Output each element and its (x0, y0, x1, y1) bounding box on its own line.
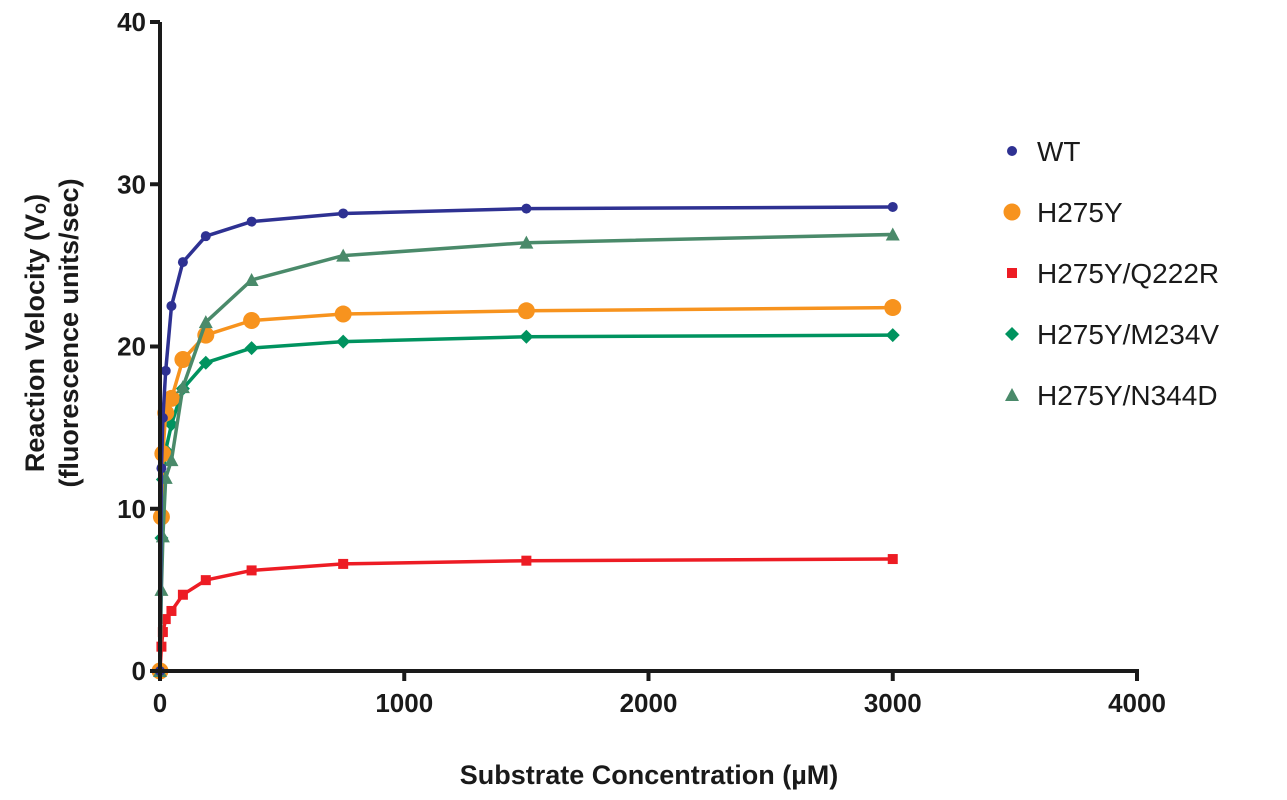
legend-marker-h275y-n344d (1005, 388, 1019, 401)
legend-item-h275y-m234v: H275Y/M234V (1005, 319, 1219, 350)
legend-marker-h275y (1003, 203, 1021, 221)
legend-label-h275y-q222r: H275Y/Q222R (1037, 258, 1219, 289)
data-point-h275y-n344d (519, 235, 534, 249)
legend-marker-h275y-q222r (1007, 268, 1017, 278)
legend-item-h275y-n344d: H275Y/N344D (1005, 380, 1218, 411)
legend-item-h275y: H275Y (1003, 197, 1123, 228)
y-tick-label: 40 (117, 7, 146, 37)
data-point-h275y-q222r (160, 614, 171, 625)
data-point-h275y-n344d (244, 272, 259, 286)
series-h275y (151, 299, 902, 680)
y-axis-title: Reaction Velocity (Vₒ) (fluorescence uni… (20, 178, 84, 487)
data-point-h275y-m234v (519, 329, 534, 344)
series-wt (155, 201, 898, 676)
y-tick-label: 0 (132, 656, 146, 686)
data-point-h275y-q222r (177, 589, 188, 600)
series-line-h275y-q222r (158, 557, 893, 672)
legend-label-h275y: H275Y (1037, 197, 1123, 228)
data-point-wt (887, 201, 898, 212)
series-line-h275y-m234v (158, 333, 893, 672)
data-point-h275y-q222r (521, 555, 532, 566)
series-line-h275y-n344d (158, 232, 893, 672)
legend-marker-wt (1007, 146, 1017, 156)
y-ticks: 0 10 20 30 40 (117, 7, 160, 686)
data-point-h275y-n344d (885, 227, 900, 241)
data-point-wt (166, 300, 177, 311)
data-point-wt (246, 216, 257, 227)
y-tick-label: 30 (117, 169, 146, 199)
data-point-wt (177, 257, 188, 268)
series-line-h275y (158, 305, 893, 672)
data-point-h275y-n344d (336, 248, 351, 262)
data-point-h275y-q222r (887, 554, 898, 565)
data-point-h275y-n344d (198, 315, 213, 329)
data-point-h275y (517, 302, 535, 320)
x-tick-label: 2000 (620, 688, 678, 718)
legend-label-h275y-m234v: H275Y/M234V (1037, 319, 1219, 350)
data-point-h275y-q222r (338, 558, 349, 569)
y-tick-label: 10 (117, 494, 146, 524)
data-point-h275y-m234v (336, 334, 351, 349)
data-point-h275y-n344d (164, 453, 179, 467)
legend-marker-h275y-m234v (1005, 327, 1019, 341)
data-point-h275y-q222r (157, 627, 168, 638)
legend-label-h275y-n344d: H275Y/N344D (1037, 380, 1218, 411)
data-point-h275y-m234v (885, 328, 900, 343)
series-h275y-m234v (153, 328, 900, 678)
legend-item-wt: WT (1007, 136, 1081, 167)
y-tick-label: 20 (117, 332, 146, 362)
data-point-h275y-n344d (175, 380, 190, 394)
data-point-h275y (884, 299, 902, 317)
x-tick-label: 1000 (375, 688, 433, 718)
data-point-h275y (243, 312, 261, 330)
data-point-h275y (162, 389, 180, 407)
data-point-h275y-m234v (198, 355, 213, 370)
data-point-wt (200, 231, 211, 242)
axes: 0 1000 2000 3000 4000 0 10 20 30 40 (117, 7, 1166, 718)
plot-area (151, 201, 902, 680)
legend-label-wt: WT (1037, 136, 1081, 167)
data-point-wt (338, 208, 349, 219)
y-axis-title-line2: (fluorescence units/sec) (54, 178, 84, 487)
data-point-h275y (174, 350, 192, 368)
x-tick-label: 0 (153, 688, 167, 718)
data-point-h275y (334, 305, 352, 323)
legend: WT H275Y H275Y/Q222R H275Y/M234V H275Y/N344D (1003, 136, 1219, 411)
legend-item-h275y-q222r: H275Y/Q222R (1007, 258, 1219, 289)
data-point-h275y-q222r (246, 565, 257, 576)
data-point-h275y-q222r (200, 575, 211, 586)
data-point-h275y-m234v (244, 341, 259, 356)
x-axis-title: Substrate Concentration (µM) (460, 760, 839, 790)
x-ticks: 0 1000 2000 3000 4000 (153, 671, 1166, 718)
x-tick-label: 3000 (864, 688, 922, 718)
data-point-h275y-q222r (166, 605, 177, 616)
y-axis-title-line1: Reaction Velocity (Vₒ) (20, 194, 50, 472)
x-tick-label: 4000 (1108, 688, 1166, 718)
series-h275y-n344d (153, 227, 900, 677)
series-h275y-q222r (155, 554, 898, 676)
data-point-wt (160, 365, 171, 376)
data-point-wt (521, 203, 532, 214)
